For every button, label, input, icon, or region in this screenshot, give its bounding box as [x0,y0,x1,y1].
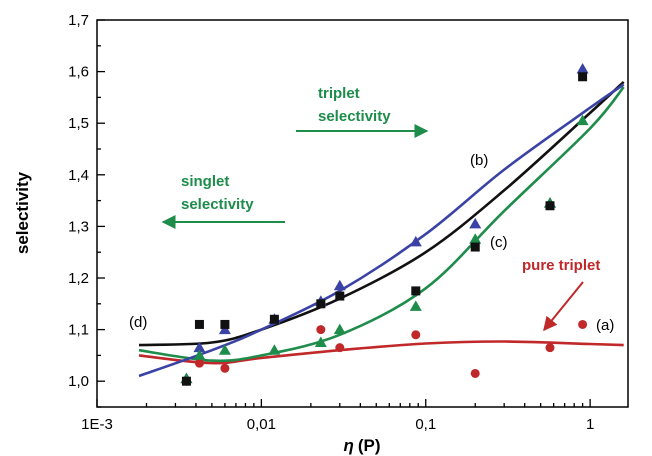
point-a [578,319,588,329]
point-c [333,323,346,335]
point-b [409,235,422,247]
x-axis-title: η (P) [343,436,380,455]
point-b [193,341,206,353]
point-c [409,300,422,311]
point-a [220,363,230,373]
point-d [316,299,326,309]
point-d [545,201,555,211]
point-d [411,286,421,296]
point-c [218,344,231,355]
y-tick-label: 1,0 [68,373,89,390]
y-tick-label: 1,3 [68,218,89,235]
point-d [470,242,480,252]
point-d [194,319,204,329]
point-c [193,349,206,360]
x-tick-label: 0,01 [247,416,276,433]
annotation-pure-triplet: pure triplet [522,257,600,274]
point-d [578,72,588,82]
curve-label-a: (a) [596,317,614,334]
annotation-singlet-selectivity: selectivity [181,196,254,213]
x-tick-label: 1 [586,416,594,433]
y-tick-label: 1,6 [68,64,89,81]
y-tick-label: 1,7 [68,12,89,29]
point-a [316,325,326,335]
x-axis-unit: (P) [358,436,381,455]
fit-curves [138,80,625,378]
curve-label-d: (d) [129,314,147,331]
point-b [469,217,482,229]
plot-frame [96,19,629,408]
fit-curve-d [138,80,625,347]
x-axis: 1E-3 0,01 0,1 1 [81,399,594,433]
point-c [268,344,281,355]
point-d [335,291,345,301]
annotation-triplet: triplet [318,85,360,102]
point-c [314,336,327,347]
annotation-triplet-selectivity: selectivity [318,108,391,125]
x-tick-label: 1E-3 [81,416,113,433]
y-axis: 1,0 1,1 1,2 1,3 1,4 1,5 1,6 1,7 [68,12,105,408]
point-a [470,368,480,378]
point-b [333,279,346,291]
point-a [411,330,421,340]
curve-label-c: (c) [490,234,508,251]
data-points [180,63,589,386]
fit-curve-c [138,86,625,363]
pure-triplet-arrow [543,281,584,332]
fit-curve-b [138,83,625,378]
point-c [576,114,589,126]
point-c [469,233,482,244]
x-axis-symbol: η [343,436,353,455]
point-d [269,314,279,324]
fit-curve-a [138,340,624,365]
y-tick-label: 1,5 [68,115,89,132]
x-tick-label: 0,1 [415,416,436,433]
point-b [576,63,589,74]
y-axis-title: selectivity [13,171,32,254]
curve-label-b: (b) [470,152,488,169]
point-a [194,358,204,368]
y-tick-label: 1,4 [68,167,89,184]
y-tick-label: 1,1 [68,322,89,339]
point-a [545,343,555,353]
point-d [181,376,191,386]
annotation-singlet: singlet [181,173,229,190]
point-a [335,343,345,353]
point-d [220,319,230,329]
y-tick-label: 1,2 [68,270,89,287]
